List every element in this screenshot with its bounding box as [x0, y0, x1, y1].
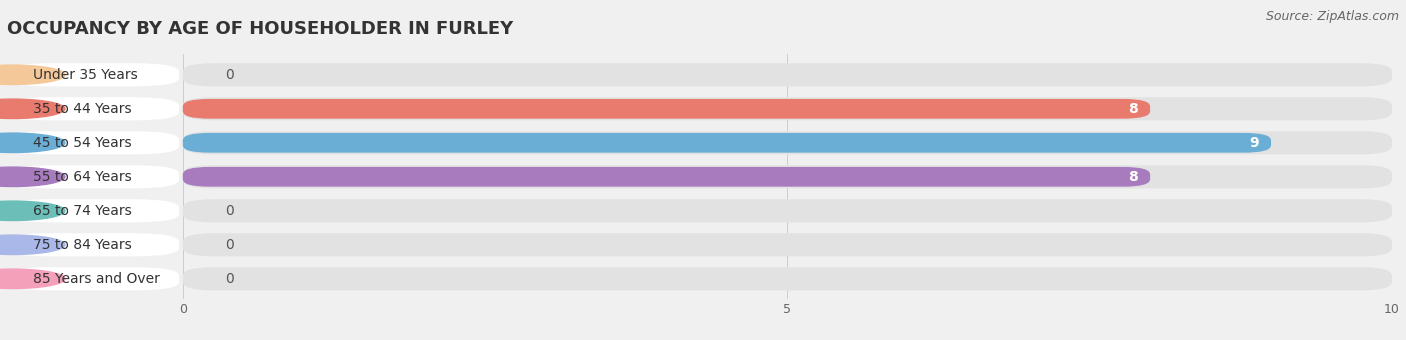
FancyBboxPatch shape — [183, 267, 1392, 290]
Text: OCCUPANCY BY AGE OF HOUSEHOLDER IN FURLEY: OCCUPANCY BY AGE OF HOUSEHOLDER IN FURLE… — [7, 20, 513, 38]
FancyBboxPatch shape — [183, 97, 1392, 120]
FancyBboxPatch shape — [4, 63, 179, 86]
Circle shape — [0, 269, 65, 289]
Text: 0: 0 — [225, 238, 233, 252]
FancyBboxPatch shape — [183, 133, 1271, 153]
Text: Under 35 Years: Under 35 Years — [32, 68, 138, 82]
FancyBboxPatch shape — [4, 97, 179, 120]
FancyBboxPatch shape — [183, 131, 1392, 154]
Text: 0: 0 — [225, 68, 233, 82]
Text: 8: 8 — [1128, 170, 1137, 184]
Text: 55 to 64 Years: 55 to 64 Years — [32, 170, 132, 184]
Circle shape — [0, 235, 65, 255]
Text: 0: 0 — [225, 272, 233, 286]
Text: Source: ZipAtlas.com: Source: ZipAtlas.com — [1265, 10, 1399, 23]
FancyBboxPatch shape — [4, 233, 179, 256]
Text: 9: 9 — [1250, 136, 1258, 150]
FancyBboxPatch shape — [183, 199, 1392, 222]
Text: 85 Years and Over: 85 Years and Over — [32, 272, 160, 286]
FancyBboxPatch shape — [4, 165, 179, 188]
FancyBboxPatch shape — [4, 199, 179, 222]
FancyBboxPatch shape — [4, 267, 179, 290]
FancyBboxPatch shape — [183, 165, 1392, 188]
Circle shape — [0, 167, 65, 187]
FancyBboxPatch shape — [183, 167, 1150, 187]
FancyBboxPatch shape — [183, 63, 1392, 86]
Circle shape — [0, 99, 65, 119]
FancyBboxPatch shape — [183, 233, 1392, 256]
Text: 75 to 84 Years: 75 to 84 Years — [32, 238, 132, 252]
Text: 0: 0 — [225, 204, 233, 218]
Circle shape — [0, 201, 65, 221]
Text: 45 to 54 Years: 45 to 54 Years — [32, 136, 132, 150]
Text: 8: 8 — [1128, 102, 1137, 116]
Text: 35 to 44 Years: 35 to 44 Years — [32, 102, 132, 116]
Circle shape — [0, 133, 65, 153]
FancyBboxPatch shape — [4, 131, 179, 154]
Text: 65 to 74 Years: 65 to 74 Years — [32, 204, 132, 218]
FancyBboxPatch shape — [183, 99, 1150, 119]
Circle shape — [0, 65, 65, 85]
